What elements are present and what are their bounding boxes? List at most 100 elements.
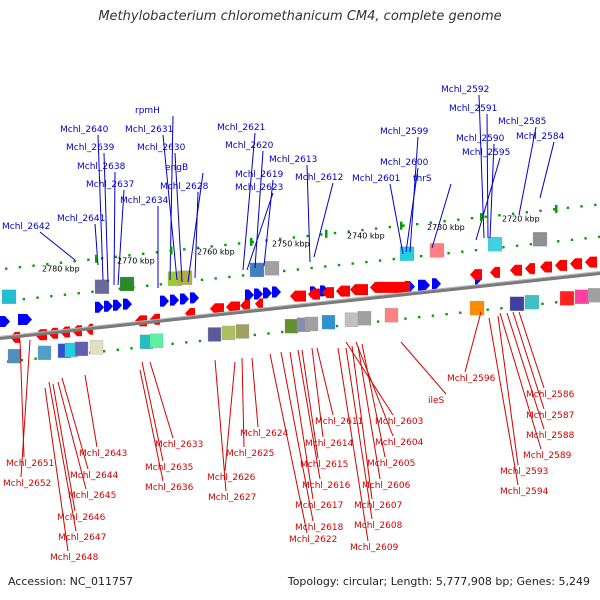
- feature-dot: [529, 243, 532, 246]
- reverse-gene-arrow: [210, 303, 224, 315]
- feature-box: [559, 291, 575, 306]
- reverse-leader-line: [251, 357, 259, 428]
- ruler-label: 2770 kbp: [117, 256, 155, 265]
- feature-box: [587, 288, 600, 303]
- ruler-tick: [555, 204, 558, 213]
- reverse-gene-arrow: [336, 285, 350, 297]
- ruler-dot: [553, 208, 556, 211]
- forward-leader-line: [405, 167, 419, 253]
- reverse-leader-line: [512, 311, 545, 410]
- reverse-gene-label: Mchl_2652: [3, 479, 51, 489]
- forward-leader-line: [431, 183, 452, 249]
- reverse-leader-line: [518, 311, 545, 389]
- feature-dot: [50, 295, 53, 298]
- feature-box: [235, 324, 250, 339]
- forward-gene-arrow: [170, 294, 179, 306]
- feature-dot: [474, 249, 478, 252]
- ruler-dot: [388, 225, 391, 229]
- feature-dot: [500, 307, 503, 310]
- forward-leader-line: [194, 191, 199, 279]
- forward-gene-arrow: [432, 278, 441, 290]
- reverse-gene-label: Mchl_2633: [155, 440, 203, 450]
- feature-dot: [431, 314, 435, 317]
- feature-box: [304, 316, 319, 332]
- ruler-dot: [73, 260, 76, 263]
- ruler-dot: [511, 212, 515, 215]
- reverse-gene-label: Mchl_2605: [367, 459, 415, 469]
- reverse-gene-arrow: [290, 290, 306, 302]
- reverse-gene-label: Mchl_2644: [70, 471, 119, 481]
- ruler-tick: [95, 254, 98, 263]
- reverse-leader-line: [214, 359, 227, 492]
- ruler-dot: [402, 224, 405, 227]
- feature-dot: [36, 296, 39, 299]
- feature-box: [344, 312, 359, 327]
- reverse-gene-arrow: [555, 259, 567, 271]
- reverse-gene-label: Mchl_2603: [375, 417, 423, 427]
- feature-dot: [22, 297, 26, 301]
- reverse-gene-label: Mchl_2635: [145, 463, 193, 473]
- ruler-dot: [525, 211, 528, 214]
- ruler-dot: [59, 261, 63, 264]
- feature-box: [74, 341, 89, 357]
- reverse-gene-label: Mchl_2645: [68, 491, 116, 501]
- reverse-gene-arrow: [540, 261, 552, 273]
- feature-dot: [459, 311, 462, 314]
- ruler-dot: [32, 264, 35, 267]
- ruler-dot: [347, 230, 350, 233]
- genome-backbone-highlight: [0, 271, 600, 337]
- forward-leader-line: [174, 152, 183, 283]
- feature-box: [469, 300, 485, 316]
- genome-backbone: [0, 271, 600, 340]
- forward-gene-arrow: [104, 300, 113, 312]
- ruler-dot: [457, 218, 460, 221]
- ruler-dot: [210, 245, 213, 248]
- reverse-leader-line: [20, 339, 31, 478]
- feature-dot: [335, 324, 339, 328]
- reverse-gene-label: Mchl_2626: [207, 473, 256, 483]
- forward-leader-line: [246, 192, 274, 271]
- forward-gene-label: Mchl_2620: [225, 141, 274, 151]
- forward-leader-line: [103, 152, 109, 283]
- reverse-gene-arrow: [570, 258, 582, 270]
- forward-leader-line: [489, 143, 495, 239]
- ruler-label: 2760 kbp: [197, 248, 235, 257]
- reverse-gene-arrow: [490, 266, 500, 278]
- ruler-dot: [374, 227, 378, 230]
- ruler-dot: [128, 254, 131, 257]
- forward-gene-label: Mchl_2623: [235, 183, 283, 193]
- feature-dot: [541, 302, 544, 305]
- forward-leader-line: [389, 183, 404, 255]
- reverse-gene-arrow: [255, 298, 263, 310]
- reverse-leader-line: [316, 347, 334, 416]
- forward-gene-arrow: [0, 316, 10, 327]
- feature-box: [357, 311, 372, 326]
- reverse-gene-arrow: [240, 300, 250, 312]
- feature-dot: [77, 292, 80, 295]
- feature-box: [284, 318, 299, 334]
- feature-dot: [310, 266, 313, 270]
- reverse-leader-line: [269, 353, 308, 534]
- ruler-dot: [251, 240, 254, 244]
- feature-box: [1, 289, 17, 304]
- feature-dot: [598, 235, 600, 239]
- ruler-dot: [539, 209, 542, 212]
- forward-gene-label: Mchl_2640: [60, 125, 109, 135]
- feature-box: [487, 236, 503, 252]
- ruler-dot: [320, 233, 323, 236]
- forward-leader-line: [539, 141, 555, 199]
- forward-leader-line: [187, 172, 204, 283]
- forward-gene-arrow: [113, 299, 122, 311]
- ruler-dot: [142, 252, 145, 256]
- feature-dot: [116, 348, 119, 351]
- forward-gene-label: Mchl_2642: [2, 222, 50, 232]
- feature-dot: [102, 350, 106, 353]
- feature-dot: [253, 333, 256, 337]
- forward-gene-label: rpmH: [135, 106, 160, 116]
- feature-dot: [445, 312, 448, 316]
- forward-gene-arrow: [245, 289, 254, 301]
- forward-gene-arrow: [190, 292, 199, 304]
- feature-box: [524, 294, 540, 310]
- forward-gene-arrow: [123, 298, 132, 310]
- reverse-gene-label: ileS: [428, 396, 445, 406]
